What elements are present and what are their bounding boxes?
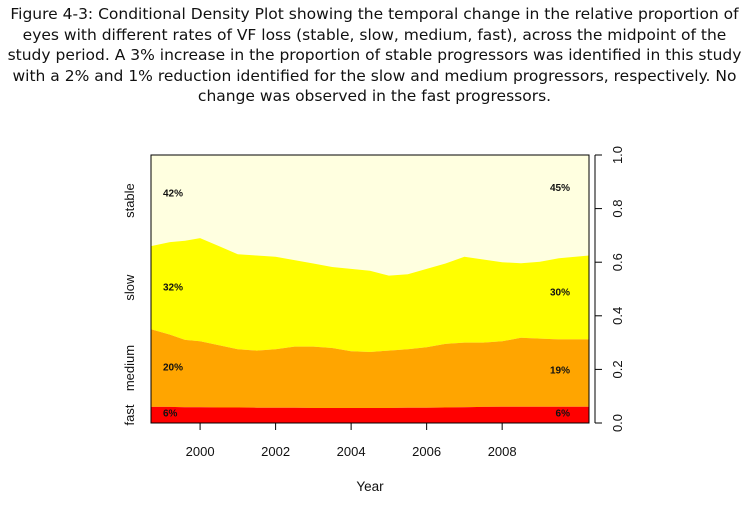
x-axis-title: Year bbox=[356, 479, 384, 494]
band-label-stable-end: 45% bbox=[550, 183, 570, 194]
band-label-slow-start: 32% bbox=[163, 282, 183, 293]
band-stable bbox=[151, 155, 589, 276]
band-medium bbox=[151, 329, 589, 408]
category-label-medium: medium bbox=[122, 345, 137, 391]
y-tick-label: 0.0 bbox=[610, 414, 625, 432]
band-label-medium-start: 20% bbox=[163, 363, 183, 374]
y-tick-label: 0.6 bbox=[610, 253, 625, 271]
category-label-stable: stable bbox=[122, 183, 137, 218]
y-tick-label: 0.2 bbox=[610, 360, 625, 378]
band-label-stable-start: 42% bbox=[163, 189, 183, 200]
figure-caption: Figure 4-3: Conditional Density Plot sho… bbox=[7, 5, 742, 105]
band-label-slow-end: 30% bbox=[550, 288, 570, 299]
x-tick-label: 2002 bbox=[261, 444, 290, 459]
y-tick-label: 0.4 bbox=[610, 307, 625, 325]
x-tick-label: 2004 bbox=[337, 444, 366, 459]
y-tick-label: 1.0 bbox=[610, 146, 625, 164]
category-label-slow: slow bbox=[122, 274, 137, 301]
y-tick-label: 0.8 bbox=[610, 200, 625, 218]
x-tick-label: 2006 bbox=[412, 444, 441, 459]
x-tick-label: 2000 bbox=[186, 444, 215, 459]
band-fast bbox=[151, 406, 589, 423]
band-label-fast-start: 6% bbox=[163, 408, 178, 419]
plot-frame bbox=[150, 154, 590, 424]
x-tick-label: 2008 bbox=[488, 444, 517, 459]
band-slow bbox=[151, 238, 589, 352]
band-label-medium-end: 19% bbox=[550, 365, 570, 376]
band-label-fast-end: 6% bbox=[556, 408, 571, 419]
category-label-fast: fast bbox=[122, 404, 137, 425]
